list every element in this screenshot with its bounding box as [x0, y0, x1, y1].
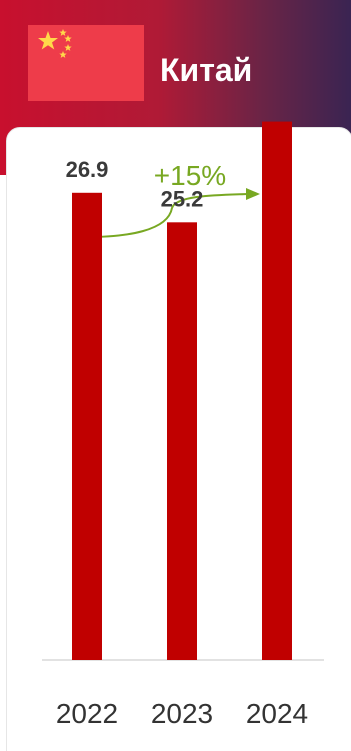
china-flag-icon	[28, 25, 144, 101]
flag-small-star-2	[64, 35, 72, 42]
value-label-2023: 25.2	[161, 186, 204, 211]
x-tick-label-2024: 2024	[246, 698, 308, 729]
flag-small-star-4	[59, 51, 67, 58]
bar-2023	[167, 222, 197, 660]
flag-small-star-3	[64, 44, 72, 51]
bar-2024	[262, 121, 292, 660]
bar-2022	[72, 192, 102, 660]
x-tick-label-2022: 2022	[56, 698, 118, 729]
country-name: Китай	[160, 52, 253, 88]
growth-label: +15%	[154, 160, 226, 191]
x-tick-label-2023: 2023	[151, 698, 213, 729]
flag-big-star	[38, 31, 58, 50]
growth-arrow-curve	[75, 193, 249, 239]
growth-arrow-head	[246, 188, 260, 200]
flag-small-star-1	[59, 29, 67, 36]
value-label-2022: 26.9	[66, 157, 109, 182]
growth-indicator: +15%	[75, 160, 260, 239]
